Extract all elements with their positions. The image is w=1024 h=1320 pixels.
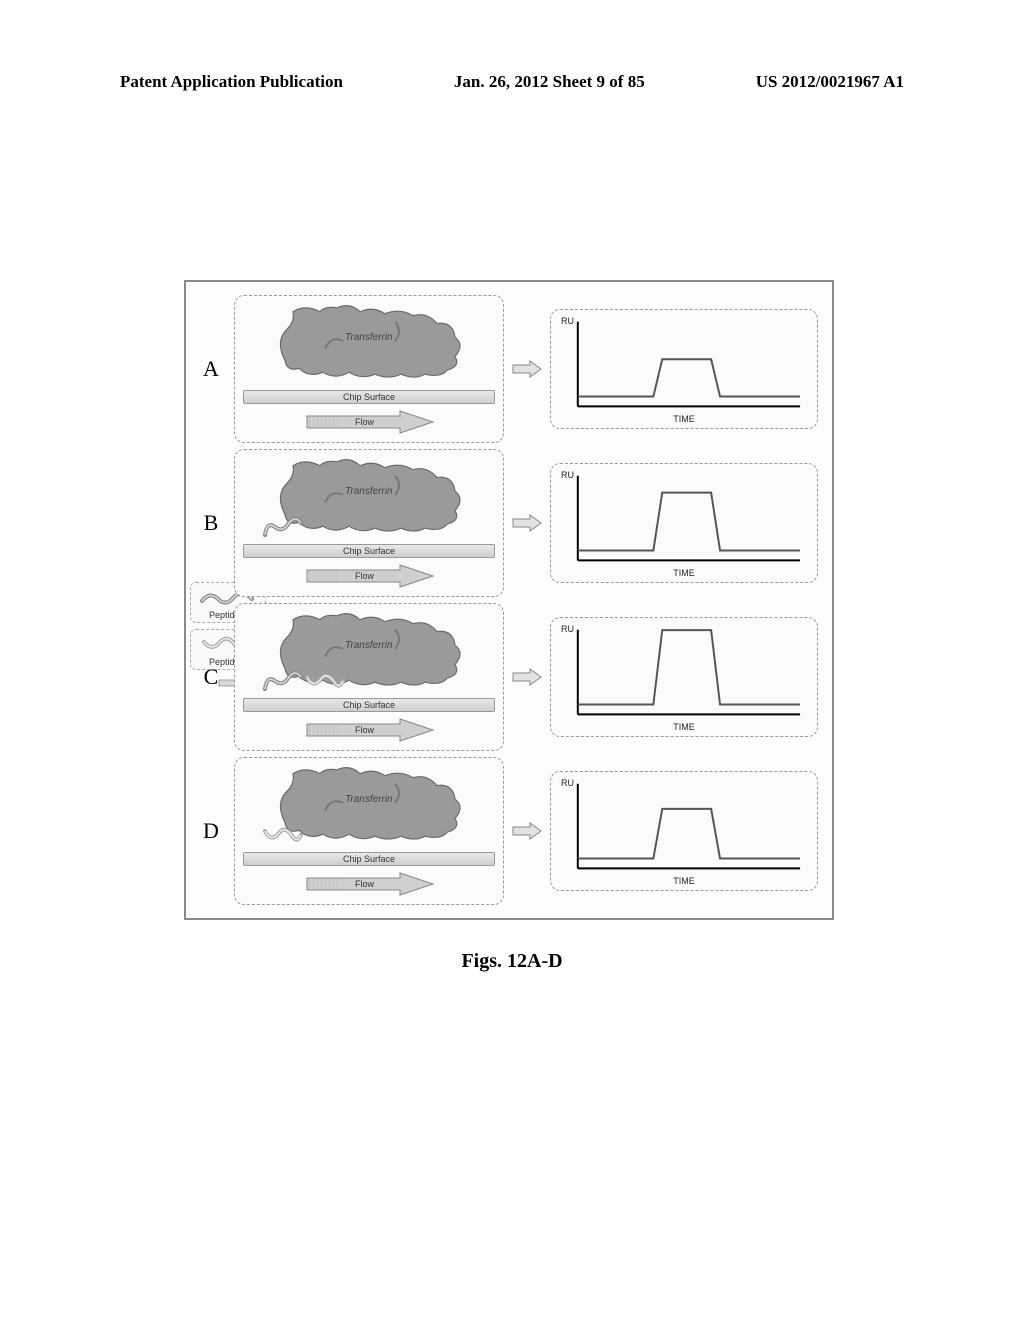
- y-axis-label: RU: [561, 624, 574, 634]
- chip-surface: Chip Surface: [243, 852, 495, 866]
- simulation-panel: Transferrin Chip Surface Flow: [234, 295, 504, 443]
- graph-panel: RU TIME: [550, 617, 818, 737]
- page-header: Patent Application Publication Jan. 26, …: [0, 72, 1024, 92]
- chip-surface: Chip Surface: [243, 544, 495, 558]
- header-center: Jan. 26, 2012 Sheet 9 of 85: [454, 72, 645, 92]
- transferrin-label: Transferrin: [345, 640, 393, 651]
- transferrin-label: Transferrin: [345, 794, 393, 805]
- figure-row: D Transferrin Chip Surface Flow: [196, 756, 818, 906]
- figure-row: A Transferrin Chip Surface Flow RU: [196, 294, 818, 444]
- transferrin-label: Transferrin: [345, 486, 393, 497]
- peptide-1-on-chip: [261, 513, 303, 544]
- chip-surface: Chip Surface: [243, 390, 495, 404]
- transferrin-label: Transferrin: [345, 332, 393, 343]
- x-axis-label: TIME: [673, 876, 695, 886]
- result-arrow-icon: [512, 360, 542, 378]
- figure-frame: Peptide 1 Peptide 2 A Transferrin Chip S…: [184, 280, 834, 920]
- flow-label: Flow: [355, 417, 374, 427]
- y-axis-label: RU: [561, 316, 574, 326]
- y-axis-label: RU: [561, 470, 574, 480]
- figure-caption: Figs. 12A-D: [0, 950, 1024, 973]
- graph-panel: RU TIME: [550, 309, 818, 429]
- header-left: Patent Application Publication: [120, 72, 343, 92]
- peptide-2-on-chip: [303, 667, 345, 698]
- result-arrow-icon: [512, 822, 542, 840]
- x-axis-label: TIME: [673, 568, 695, 578]
- peptide-2-on-chip: [261, 821, 303, 852]
- row-label: A: [196, 356, 226, 382]
- simulation-panel: Transferrin Chip Surface Flow: [234, 603, 504, 751]
- row-label: C: [196, 664, 226, 690]
- peptide-1-on-chip: [261, 667, 303, 698]
- rows-container: A Transferrin Chip Surface Flow RU: [196, 294, 818, 906]
- y-axis-label: RU: [561, 778, 574, 788]
- figure-row: B Transferrin Chip Surface Flow: [196, 448, 818, 598]
- chip-surface: Chip Surface: [243, 698, 495, 712]
- flow-label: Flow: [355, 879, 374, 889]
- figure-row: C Transferrin Chip Surface Flow: [196, 602, 818, 752]
- flow-label: Flow: [355, 725, 374, 735]
- row-label: D: [196, 818, 226, 844]
- flow-label: Flow: [355, 571, 374, 581]
- graph-panel: RU TIME: [550, 771, 818, 891]
- graph-panel: RU TIME: [550, 463, 818, 583]
- x-axis-label: TIME: [673, 414, 695, 424]
- row-label: B: [196, 510, 226, 536]
- simulation-panel: Transferrin Chip Surface Flow: [234, 449, 504, 597]
- result-arrow-icon: [512, 668, 542, 686]
- x-axis-label: TIME: [673, 722, 695, 732]
- result-arrow-icon: [512, 514, 542, 532]
- simulation-panel: Transferrin Chip Surface Flow: [234, 757, 504, 905]
- header-right: US 2012/0021967 A1: [756, 72, 904, 92]
